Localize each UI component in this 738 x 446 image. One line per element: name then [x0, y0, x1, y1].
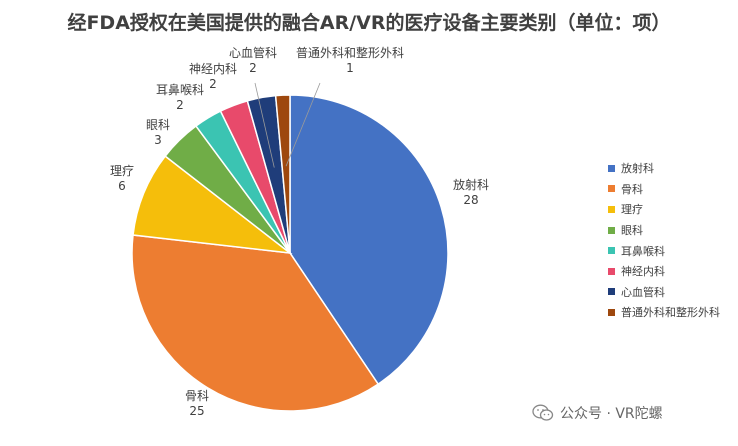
chart-legend: 放射科骨科理疗眼科耳鼻喉科神经内科心血管科普通外科和整形外科 [608, 158, 720, 323]
data-label-value-8: 1 [346, 61, 354, 75]
chart-title: 经FDA授权在美国提供的融合AR/VR的医疗设备主要类别（单位：项） [67, 12, 671, 34]
legend-item-5: 耳鼻喉科 [608, 240, 720, 261]
data-label-value-6: 2 [209, 77, 217, 91]
legend-swatch [608, 185, 615, 193]
legend-swatch [608, 247, 615, 255]
data-label-name-5: 耳鼻喉科 [156, 82, 204, 97]
legend-swatch [608, 267, 615, 275]
legend-label: 耳鼻喉科 [621, 244, 665, 258]
data-label-value-4: 3 [154, 133, 162, 147]
legend-label: 理疗 [621, 203, 643, 217]
data-label-name-6: 神经内科 [189, 62, 237, 76]
pie-slice-3 [132, 155, 293, 255]
legend-label: 心血管科 [621, 285, 665, 299]
data-label-value-5: 2 [176, 98, 184, 112]
data-label-name-1: 放射科 [453, 177, 489, 192]
watermark-text: 公众号 · VR陀螺 [560, 406, 663, 422]
data-label-name-8: 普通外科和整形外科 [296, 45, 404, 60]
legend-swatch [608, 205, 615, 213]
legend-item-3: 理疗 [608, 199, 720, 220]
legend-swatch [608, 288, 615, 296]
data-label-value-7: 2 [249, 61, 257, 75]
leader-line-8 [285, 82, 321, 167]
watermark: 公众号 · VR陀螺 [532, 403, 663, 423]
legend-label: 骨科 [621, 182, 643, 196]
legend-swatch [608, 164, 615, 172]
data-label-value-3: 6 [118, 179, 126, 193]
data-label-value-2: 25 [189, 404, 204, 418]
legend-label: 神经内科 [621, 265, 665, 279]
legend-item-4: 眼科 [608, 220, 720, 241]
legend-swatch [608, 308, 615, 316]
pie-slice-2 [131, 234, 380, 412]
wechat-icon [532, 404, 554, 421]
legend-item-6: 神经内科 [608, 261, 720, 282]
pie-slice-1 [289, 94, 449, 386]
data-label-name-3: 理疗 [110, 164, 134, 178]
legend-label: 放射科 [621, 162, 654, 176]
leader-line-7 [254, 82, 275, 168]
data-label-name-2: 骨科 [185, 389, 209, 403]
pie-slice-8 [274, 94, 291, 254]
data-label-value-1: 28 [463, 193, 478, 207]
legend-label: 眼科 [621, 224, 643, 238]
legend-swatch [608, 226, 615, 234]
legend-item-8: 普通外科和整形外科 [608, 302, 720, 323]
legend-item-1: 放射科 [608, 158, 720, 179]
data-label-name-7: 心血管科 [229, 45, 277, 60]
data-label-name-4: 眼科 [146, 118, 170, 132]
legend-item-2: 骨科 [608, 179, 720, 200]
legend-item-7: 心血管科 [608, 282, 720, 303]
legend-label: 普通外科和整形外科 [621, 306, 720, 320]
